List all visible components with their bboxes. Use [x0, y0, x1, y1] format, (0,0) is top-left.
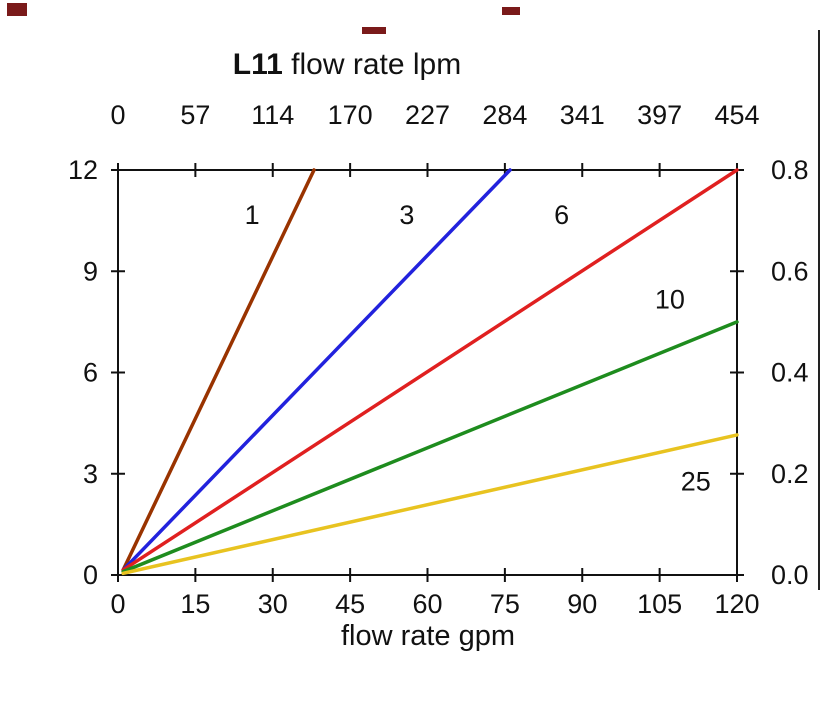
window-border-artifact [818, 30, 820, 590]
series-label-1: 1 [245, 200, 260, 230]
y-tick-label-left: 9 [83, 256, 98, 286]
series-line-25 [121, 433, 739, 576]
series-line-6 [121, 168, 739, 572]
x-tick-label-bottom: 105 [637, 589, 682, 619]
y-tick-label-left: 6 [83, 358, 98, 388]
series-line-1 [121, 168, 316, 572]
series-line-10 [121, 320, 739, 574]
x-tick-label-top: 341 [560, 100, 605, 130]
chart-title: L11 flow rate lpm [197, 48, 497, 82]
x-tick-label-bottom: 120 [714, 589, 759, 619]
y-tick-label-right: 0.0 [771, 560, 809, 590]
y-tick-label-left: 0 [83, 560, 98, 590]
x-tick-label-top: 0 [110, 100, 125, 130]
x-tick-label-bottom: 75 [490, 589, 520, 619]
x-tick-label-bottom: 90 [567, 589, 597, 619]
chart-title-rest: flow rate lpm [282, 48, 462, 81]
x-tick-label-top: 454 [714, 100, 759, 130]
crop-artifact-top-center [362, 27, 386, 34]
x-tick-label-top: 57 [180, 100, 210, 130]
series-label-25: 25 [681, 467, 711, 497]
x-tick-label-bottom: 30 [258, 589, 288, 619]
x-tick-label-top: 397 [637, 100, 682, 130]
series-line-3 [121, 168, 512, 572]
y-tick-label-right: 0.8 [771, 155, 809, 185]
chart-title-model: L11 [232, 48, 283, 81]
x-tick-label-bottom: 45 [335, 589, 365, 619]
crop-artifact-top-left [7, 3, 27, 16]
series-label-6: 6 [554, 200, 569, 230]
y-tick-label-right: 0.2 [771, 459, 809, 489]
y-tick-label-right: 0.6 [771, 256, 809, 286]
x-tick-label-top: 227 [405, 100, 450, 130]
crop-artifact-top-right [502, 7, 520, 15]
x-tick-label-top: 114 [251, 100, 294, 130]
y-tick-label-left: 3 [83, 459, 98, 489]
y-tick-label-right: 0.4 [771, 358, 809, 388]
x-tick-label-top: 284 [482, 100, 527, 130]
y-tick-label-left: 12 [68, 155, 98, 185]
x-tick-label-bottom: 60 [412, 589, 442, 619]
series-label-10: 10 [655, 284, 685, 314]
series-label-3: 3 [399, 200, 414, 230]
x-axis-title: flow rate gpm [340, 620, 516, 652]
x-tick-label-bottom: 15 [180, 589, 210, 619]
x-tick-label-top: 170 [328, 100, 373, 130]
x-tick-label-bottom: 0 [110, 589, 125, 619]
